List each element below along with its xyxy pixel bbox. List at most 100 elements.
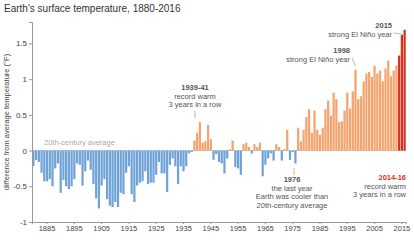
bar — [180, 151, 182, 167]
bar — [191, 151, 193, 152]
y-tick: 1.5 — [16, 39, 32, 48]
bar — [330, 116, 332, 151]
bar — [259, 143, 261, 151]
bar — [302, 130, 304, 151]
bar — [262, 151, 264, 177]
bars — [32, 30, 405, 209]
bar — [152, 151, 154, 183]
bar — [357, 99, 359, 150]
annotation-leader — [195, 111, 196, 118]
bar — [174, 151, 176, 167]
bar — [335, 99, 337, 150]
x-tick-label: 1935 — [175, 224, 192, 233]
bar — [114, 151, 116, 202]
annotation-text: 3 years in a row — [169, 100, 223, 109]
bar — [319, 135, 321, 151]
annotation-text: 3 years in a row — [353, 190, 407, 199]
bar — [81, 151, 83, 186]
y-tick: -1 — [20, 218, 32, 227]
bar — [57, 151, 59, 164]
x-tick: 1975 — [284, 222, 301, 233]
annotation-leader — [352, 58, 355, 66]
bar — [70, 151, 72, 187]
y-tick-label: 1 — [23, 75, 28, 84]
bar — [324, 109, 326, 150]
y-tick-label: -0.5 — [13, 182, 27, 191]
bar — [144, 151, 146, 172]
x-tick-label: 2005 — [366, 224, 383, 233]
bar — [365, 73, 367, 150]
bar — [221, 151, 223, 164]
bar — [76, 151, 78, 164]
bar — [401, 35, 403, 151]
bar — [128, 151, 130, 167]
bar — [286, 130, 288, 151]
bar — [131, 151, 133, 195]
annotation-text: strong El Niño year — [328, 30, 392, 39]
x-tick: 1995 — [339, 222, 356, 233]
bar — [354, 70, 356, 151]
bar — [294, 151, 296, 164]
bar — [281, 151, 283, 161]
bar — [109, 151, 111, 206]
annotations: 20th-century average1939-41record warm3 … — [44, 21, 407, 210]
bar — [193, 141, 195, 151]
bar — [182, 151, 184, 172]
bar — [384, 68, 386, 150]
bar — [338, 122, 340, 151]
title: Earth's surface temperature, 1880-2016 — [4, 3, 181, 14]
y-tick: -0.5 — [13, 182, 32, 191]
x-tick-label: 1925 — [148, 224, 165, 233]
bar — [327, 101, 329, 151]
bar — [256, 147, 258, 151]
bar — [371, 77, 373, 151]
bar — [68, 151, 70, 190]
y-tick: 0 — [23, 147, 32, 156]
bar — [245, 143, 247, 151]
bar — [133, 151, 135, 202]
bar — [62, 151, 64, 180]
x-tick: 2005 — [366, 222, 383, 233]
bar — [267, 151, 269, 159]
y-tick-label: 1.5 — [16, 39, 28, 48]
bar — [346, 93, 348, 151]
x-tick: 1925 — [148, 222, 165, 233]
bar — [283, 149, 285, 150]
bar — [223, 151, 225, 174]
bar — [264, 151, 266, 165]
y-tick: 0.5 — [16, 111, 32, 120]
x-tick: 1885 — [39, 222, 56, 233]
y-axis: -1 -0.5 0 0.5 1 1.5 — [13, 23, 32, 228]
x-tick-label: 1895 — [66, 224, 83, 233]
x-tick-label: 1955 — [230, 224, 247, 233]
x-tick-label: 1885 — [39, 224, 56, 233]
bar — [251, 151, 253, 154]
bar — [54, 151, 56, 169]
bar — [51, 151, 53, 187]
x-tick-label: 1945 — [202, 224, 219, 233]
y-axis-title: difference from average temperature (°F) — [2, 53, 11, 190]
bar — [363, 81, 365, 150]
bar — [147, 151, 149, 185]
bar — [316, 130, 318, 151]
bar — [35, 151, 37, 160]
bar — [101, 151, 103, 186]
bar — [395, 66, 397, 151]
bar — [92, 151, 94, 185]
bar — [87, 151, 89, 161]
x-tick: 1985 — [312, 222, 329, 233]
bar — [155, 151, 157, 175]
bar — [103, 151, 105, 180]
y-tick-label: 0 — [23, 147, 28, 156]
x-tick: 1945 — [202, 222, 219, 233]
bar — [111, 151, 113, 207]
bar — [272, 151, 274, 161]
bar — [232, 141, 234, 151]
bar — [305, 117, 307, 151]
annotation-text: 20th-century average — [257, 201, 328, 210]
bar — [202, 143, 204, 151]
bar — [234, 151, 236, 167]
bar — [343, 111, 345, 151]
bar — [199, 122, 201, 151]
bar — [43, 151, 45, 182]
